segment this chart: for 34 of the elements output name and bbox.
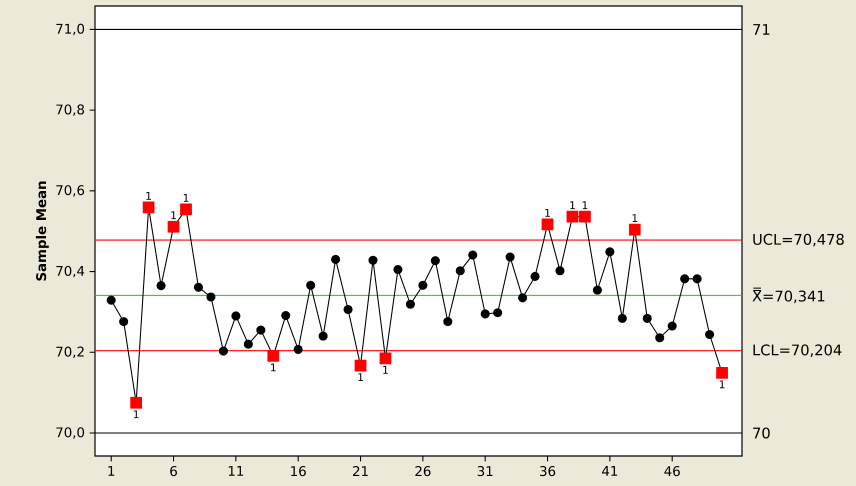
y-tick-label: 70,6 (56, 185, 84, 197)
annotation: 1 (582, 201, 588, 210)
ref-line-label: X̿=70,341 (752, 288, 824, 304)
annotation: 1 (171, 211, 176, 220)
annotation: 1 (383, 366, 388, 374)
x-tick-label: 21 (353, 466, 368, 476)
annotation: 1 (271, 364, 276, 372)
annotation: 1 (570, 201, 575, 210)
x-tick-label: 6 (170, 466, 177, 476)
ref-line-label: LCL=70,204 (753, 344, 842, 357)
ref-line-label: 71 (753, 24, 770, 35)
y-tick-label: 70,2 (56, 346, 84, 358)
y-tick-label: 70,0 (56, 427, 84, 439)
y-axis-title: Sample Mean (36, 182, 49, 281)
y-tick-label: 71,0 (56, 24, 84, 36)
x-tick-label: 16 (291, 466, 306, 476)
annotation: 1 (720, 380, 724, 388)
x-tick-label: 46 (664, 466, 680, 476)
x-tick-label: 41 (602, 466, 618, 476)
annotation: 1 (134, 410, 139, 418)
annotation: 1 (184, 194, 188, 202)
x-tick-label: 1 (108, 466, 114, 476)
x-tick-label: 26 (415, 466, 431, 476)
annotation: 1 (632, 214, 638, 222)
ref-line-label: UCL=70,478 (753, 234, 844, 246)
x-tick-label: 11 (228, 466, 244, 476)
x-tick-label: 36 (540, 466, 556, 476)
x-tick-label: 31 (478, 466, 492, 476)
y-tick-label: 70,8 (56, 104, 84, 116)
ref-line-label: 70 (753, 427, 770, 439)
annotation: 1 (146, 192, 152, 200)
annotation: 1 (358, 373, 363, 381)
y-tick-label: 70,4 (56, 266, 84, 278)
annotation: 1 (545, 208, 550, 217)
